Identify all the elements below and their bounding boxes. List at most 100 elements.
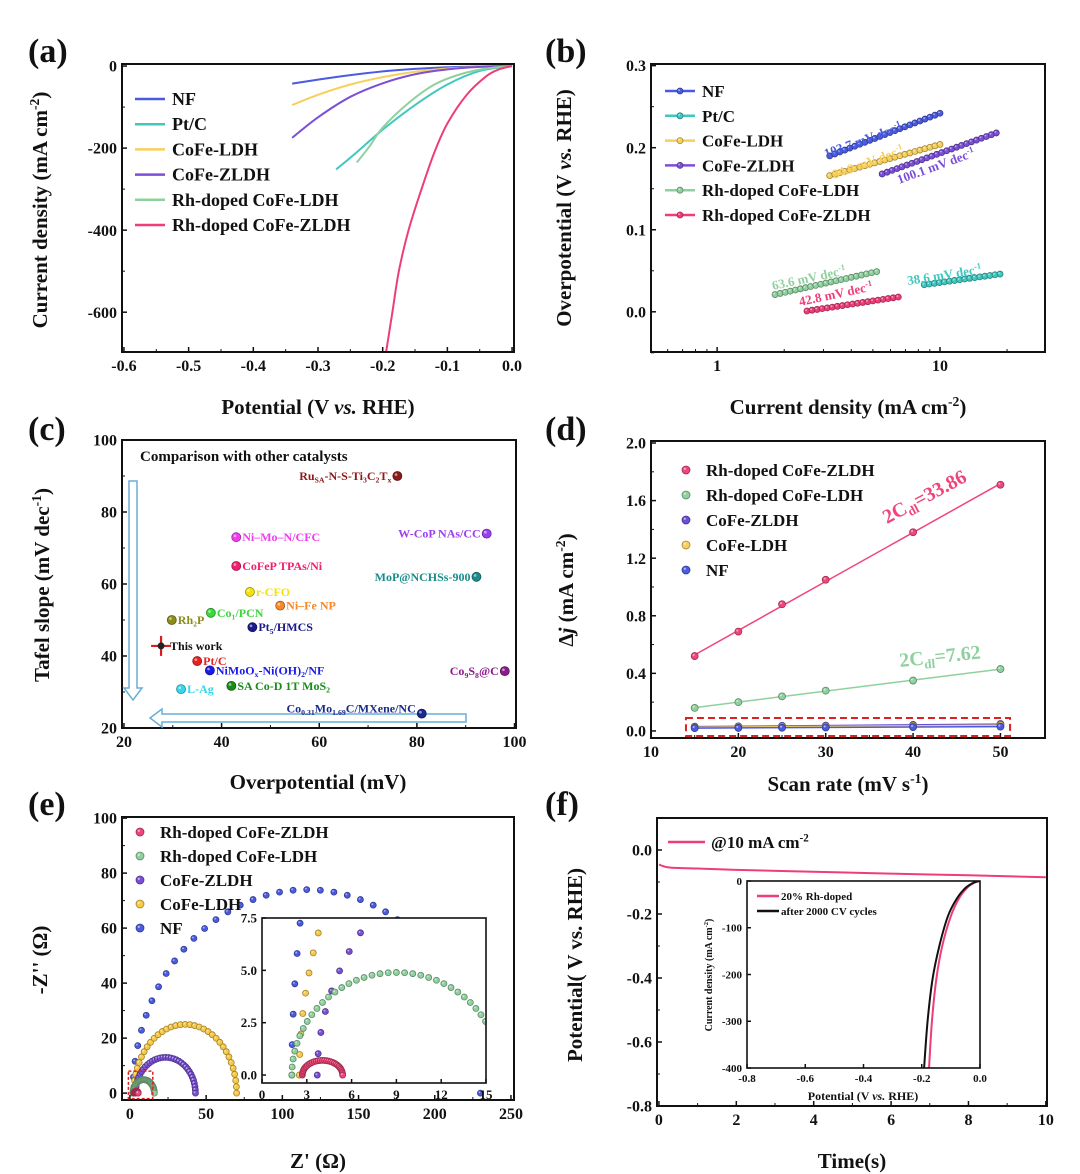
text-run: vs. [334,395,357,419]
eis-point [262,891,270,899]
eis-point [477,1089,484,1097]
marker [135,1059,143,1066]
text-run: 100 [93,811,117,828]
marker [330,888,338,896]
marker-highlight [736,700,739,703]
eis-point [171,957,179,965]
marker-highlight [908,123,910,125]
text-run: -1 [29,495,44,507]
marker [247,622,258,633]
x-tick-label: 40 [905,744,921,761]
marker-highlight [229,1060,232,1063]
marker-highlight [339,985,342,988]
marker-highlight [194,658,198,662]
cdl-point [909,723,917,731]
marker-highlight [808,284,811,287]
marker [690,652,699,660]
marker-highlight [832,172,835,175]
text-run: 20 [101,1031,117,1048]
marker-highlight [823,577,826,580]
eis-inset-point [384,969,392,977]
text-run: -0.3 [305,358,330,375]
marker-highlight [918,148,920,151]
fit-line [694,723,1001,728]
text-run: 20% Rh-doped [781,891,852,903]
legend-marker [676,87,684,95]
marker-highlight [898,153,900,156]
marker-highlight [923,117,925,120]
eis-inset-point [466,999,474,1006]
marker [440,980,448,988]
text-run: 0.2 [626,140,646,157]
catalyst-label: Co0.31Mo1.69C/MXene/NC [286,702,415,718]
marker-highlight [189,1072,191,1075]
marker-highlight [290,1073,292,1076]
marker-highlight [442,981,444,984]
text-run: 0 [126,1106,134,1123]
marker-highlight [823,725,826,728]
marker-highlight [371,903,374,906]
eis-point [216,1038,224,1046]
marker-highlight [238,903,241,906]
text-run: 0.0 [241,1068,257,1083]
marker-highlight [304,887,307,890]
legend-marker [676,211,684,219]
marker-highlight [185,1067,188,1070]
tafel-point [873,268,881,275]
marker-highlight [867,162,870,165]
text-run: 10 [643,744,659,761]
marker-highlight [888,130,890,133]
marker [321,1008,329,1015]
text-run: 20 [101,721,117,738]
x-tick-label: 2 [732,1112,740,1129]
text-run: =7.62 [933,642,981,669]
marker [409,970,417,978]
marker-highlight [332,890,334,893]
marker-highlight [354,978,357,981]
text-run: 5 [270,627,274,636]
marker [734,698,743,707]
y-tick-label: 100 [93,433,117,450]
y-tick-label: 40 [101,649,117,666]
marker-highlight [295,1041,297,1044]
marker-highlight [692,725,695,729]
marker-highlight [142,1049,145,1052]
x-axis-label: Current density (mA cm-2) [730,394,967,419]
marker-highlight [133,1072,136,1075]
y-tick-label: 20 [101,1031,117,1048]
marker-highlight [277,890,280,893]
panel-label: (b) [545,33,587,70]
y-tick-label: 0.0 [632,843,652,860]
marker-highlight [386,970,389,973]
marker-highlight [214,917,216,920]
eis-inset-point [293,950,301,957]
marker [166,615,177,625]
x-tick-label: 3 [304,1087,311,1102]
marker [425,974,433,981]
x-tick-label: 0 [655,1112,663,1129]
x-tick-label: 6 [348,1087,355,1102]
marker-highlight [394,970,397,973]
catalyst-point [204,665,215,676]
marker-highlight [874,269,877,272]
marker-highlight [337,969,340,971]
marker-highlight [678,138,680,141]
marker [909,528,917,537]
marker [296,919,304,927]
text-run: Rh-doped CoFe-ZLDH [702,206,871,225]
legend-label: Rh-doped CoFe-ZLDH [160,823,329,842]
marker-highlight [867,138,870,141]
marker-highlight [862,140,865,143]
marker-highlight [297,1073,300,1076]
marker-highlight [137,829,140,832]
marker-highlight [825,306,828,308]
eis-inset-point [305,969,313,977]
eis-point [135,1059,143,1066]
x-tick-label: 10 [1038,1112,1054,1129]
marker-highlight [993,272,995,275]
marker-highlight [891,296,894,298]
catalyst-label: r-CFO [256,585,290,599]
marker [778,723,786,732]
eis-inset-point [376,970,384,978]
